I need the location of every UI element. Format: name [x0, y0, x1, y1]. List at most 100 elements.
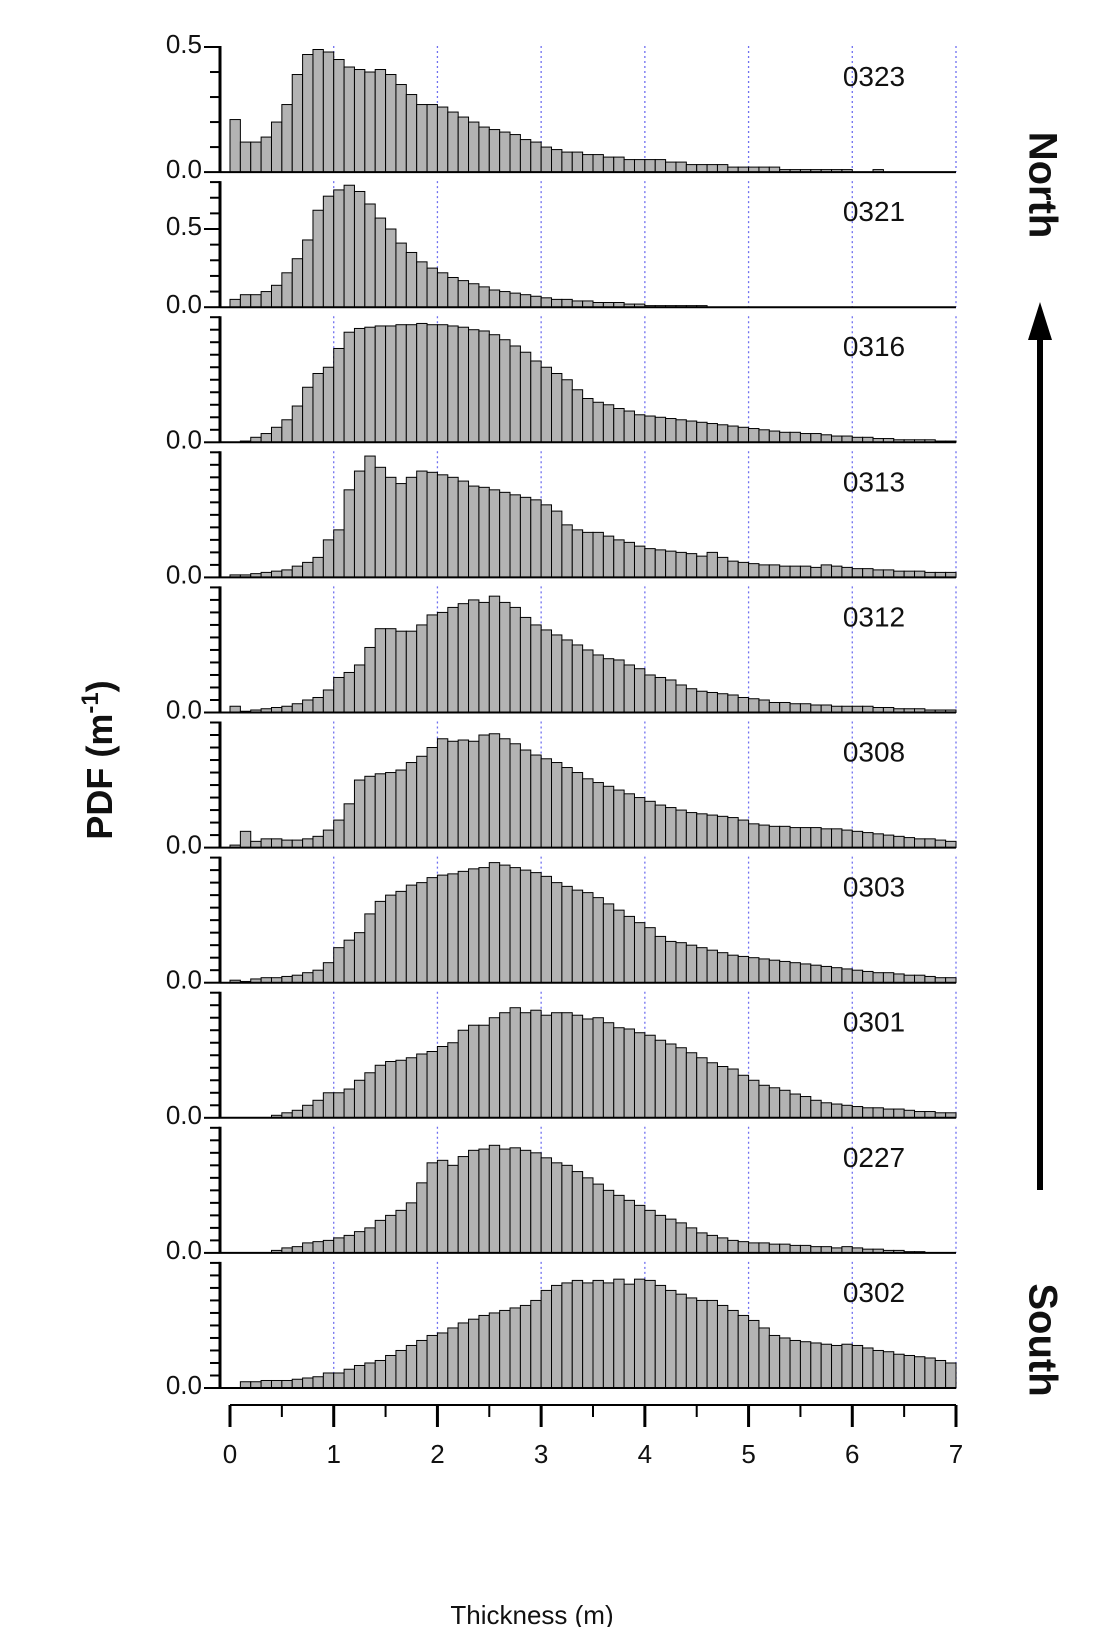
histogram-bar [260, 136, 272, 173]
histogram-bar [675, 1293, 687, 1389]
histogram-bar [623, 664, 635, 713]
histogram-bar [468, 599, 480, 713]
y-axis-title: PDF (m-1) [77, 680, 120, 839]
histogram-bar [613, 408, 625, 443]
histogram-bar [353, 470, 366, 578]
histogram-bar [592, 401, 604, 443]
histogram-bar [799, 433, 812, 443]
histogram-bar [322, 366, 335, 443]
histogram-bar [706, 1062, 718, 1119]
histogram-bar [291, 1109, 304, 1119]
histogram-bar [696, 1057, 708, 1119]
histogram-bar [291, 74, 304, 173]
histogram-bar [353, 779, 366, 849]
histogram-bar [426, 104, 438, 173]
histogram-bar [405, 324, 418, 443]
histogram-bar [239, 294, 252, 308]
histogram-bar [758, 1242, 770, 1254]
histogram-bar [851, 830, 864, 849]
histogram-bar [820, 965, 833, 984]
histogram-bar [270, 121, 283, 173]
histogram-bar [385, 1354, 397, 1389]
histogram-bar [665, 807, 677, 849]
histogram-bar [488, 1312, 501, 1389]
histogram-bar [302, 386, 314, 443]
histogram-bar [405, 1057, 418, 1119]
histogram-bar [426, 747, 438, 849]
histogram-bar [872, 1107, 884, 1119]
histogram-bar [457, 739, 470, 849]
histogram-bar [799, 963, 812, 984]
histogram-bar [623, 915, 635, 984]
histogram-bar [457, 1156, 470, 1254]
histogram-bar [519, 1304, 532, 1389]
histogram-bar [706, 1299, 718, 1389]
north-arrow-head [1028, 302, 1052, 340]
histogram-bar [696, 947, 708, 984]
histogram-bar [582, 1018, 594, 1119]
histogram-bar [675, 161, 687, 173]
histogram-bar [333, 59, 345, 173]
histogram-bar [571, 529, 584, 578]
histogram-bar [551, 298, 563, 308]
histogram-bar [561, 379, 573, 443]
histogram-bar [229, 119, 241, 173]
histogram-bar [395, 1059, 407, 1119]
histogram-bar [934, 839, 947, 849]
histogram-bar [779, 565, 791, 578]
histogram-bar [343, 671, 355, 714]
histogram-bar [540, 1157, 553, 1254]
histogram-bar [851, 1106, 864, 1119]
panel-label: 0316 [843, 331, 905, 362]
histogram-bar [789, 1244, 801, 1254]
histogram-bar [312, 835, 324, 849]
histogram-bar [374, 1064, 387, 1119]
histogram-bar [478, 601, 490, 713]
histogram-bar [831, 1103, 843, 1119]
histogram-bar [779, 960, 791, 984]
histogram-bar [509, 743, 521, 849]
histogram-bar [799, 565, 812, 578]
histogram-bar [250, 294, 262, 308]
histogram-bar [468, 121, 480, 173]
histogram-bar [654, 549, 667, 578]
panel-label: 0323 [843, 61, 905, 92]
histogram-bar [582, 154, 594, 173]
histogram-bar [737, 1314, 750, 1389]
histogram-bar [644, 1279, 656, 1389]
histogram-bar [633, 922, 646, 984]
histogram-bar [851, 568, 864, 578]
histogram-bar [862, 1107, 874, 1119]
histogram-bar [665, 1043, 677, 1119]
histogram-bar [841, 829, 853, 849]
histogram-bar [644, 927, 656, 984]
histogram-bar [758, 564, 770, 578]
histogram-bar [851, 969, 864, 984]
histogram-bar [343, 1234, 355, 1254]
histogram-bar [540, 1289, 553, 1389]
y-axis-title-main: PDF (m [79, 714, 120, 840]
histogram-bar [281, 569, 293, 578]
histogram-bar [530, 1299, 542, 1389]
histogram-bar [903, 974, 916, 984]
histogram-bar [644, 800, 656, 849]
histogram-bar [623, 159, 635, 173]
histogram-bar [519, 1012, 532, 1119]
histogram-bar [353, 327, 366, 443]
histogram-bar [623, 1199, 635, 1254]
x-axis-title: Thickness (m) [450, 1600, 613, 1627]
histogram-bar [353, 1364, 366, 1389]
histogram-bar [447, 740, 459, 849]
histogram-bar [270, 284, 283, 308]
histogram-bar [322, 539, 335, 578]
histogram-bar [665, 161, 677, 173]
histogram-bar [333, 1092, 345, 1119]
histogram-bar [488, 862, 501, 984]
histogram-bar [333, 1237, 345, 1254]
histogram-bar [561, 524, 573, 578]
histogram-bar [302, 561, 314, 578]
histogram-bar [385, 74, 397, 173]
histogram-bar [499, 491, 511, 578]
histogram-bar [540, 146, 553, 173]
histogram-bar [478, 734, 490, 849]
